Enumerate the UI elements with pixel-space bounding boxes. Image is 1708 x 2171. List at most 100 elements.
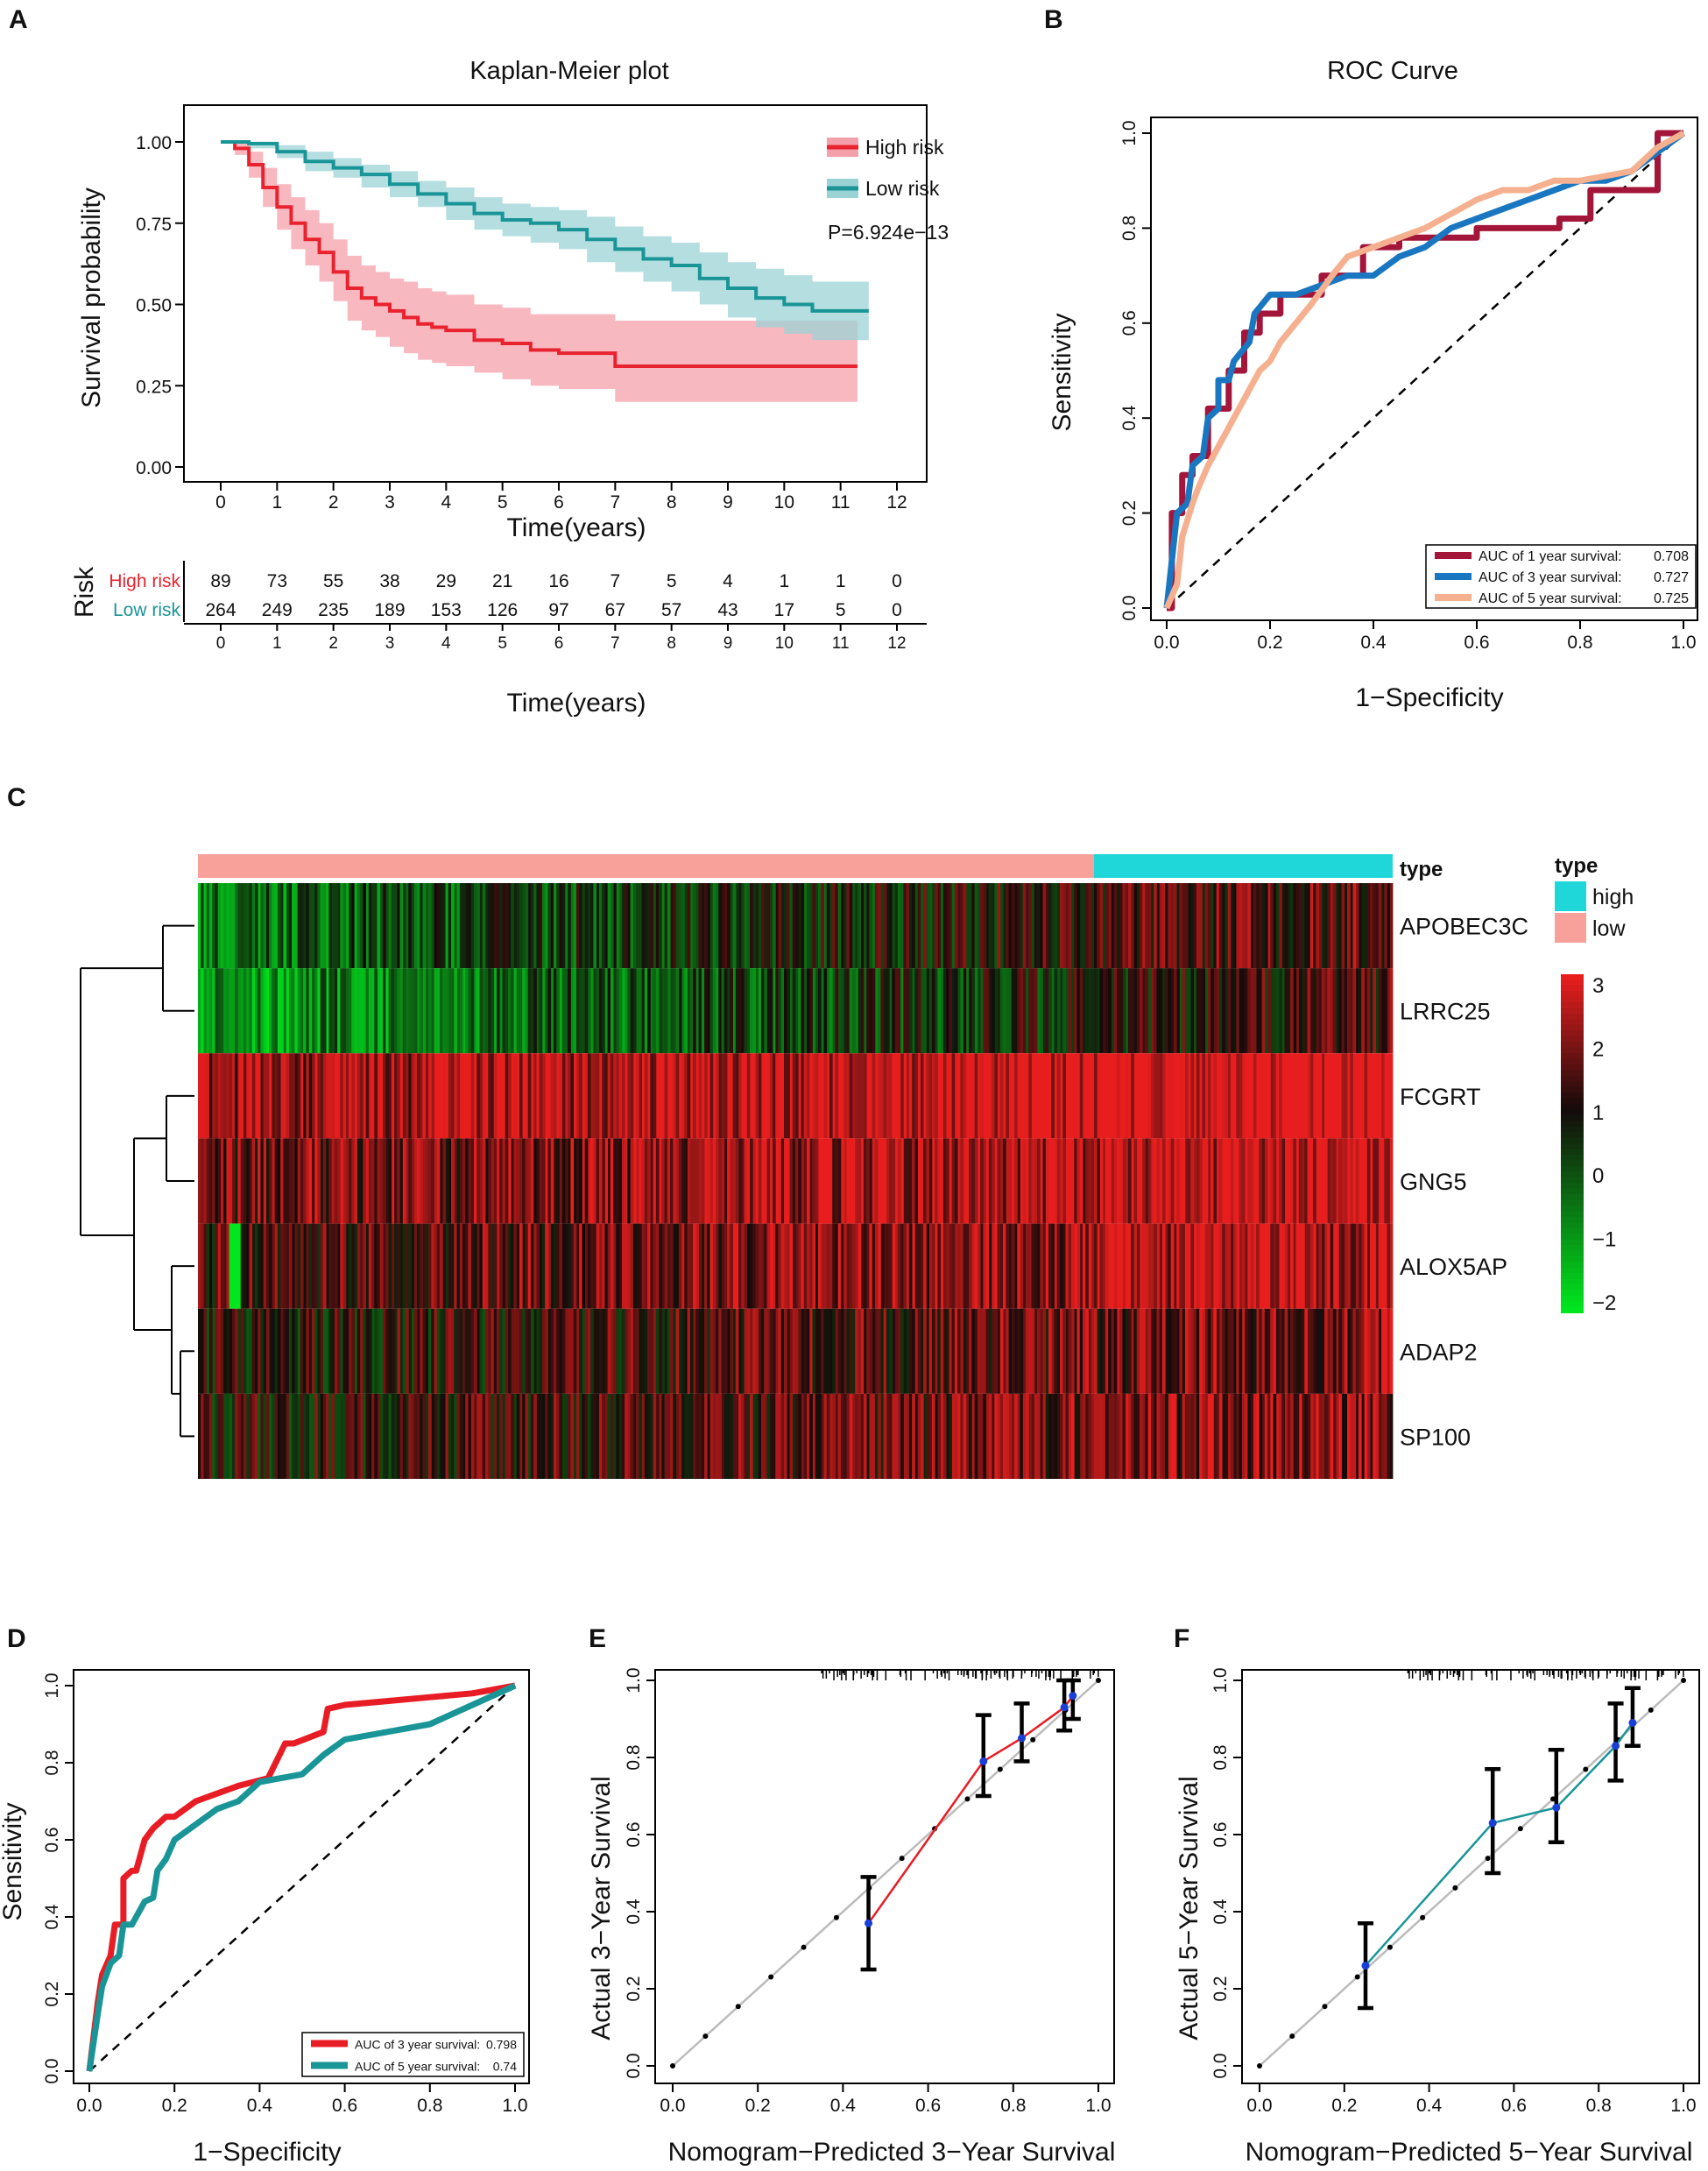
risk-count: 38 xyxy=(379,571,399,591)
heatmap-cells-row-sp100 xyxy=(1241,1393,1246,1479)
color-scale-segment xyxy=(1561,1205,1584,1213)
heatmap-cells-row-gng5 xyxy=(678,1138,682,1224)
heatmap-cells-row-lrrc25 xyxy=(985,968,990,1054)
heatmap-cells-row-lrrc25 xyxy=(1373,968,1376,1054)
heatmap-cells-row-sp100 xyxy=(653,1393,657,1479)
cal3-y-tick-label: 0.0 xyxy=(624,2053,644,2078)
heatmap-cells-row-lrrc25 xyxy=(280,968,284,1054)
color-scale-segment xyxy=(1561,1188,1584,1195)
heatmap-cells-row-gng5 xyxy=(716,1138,719,1224)
heatmap-cells-row-apobec3c xyxy=(960,883,964,969)
heatmap-cells-row-fcgrt xyxy=(803,1053,808,1139)
heatmap-cells-row-gng5 xyxy=(664,1138,668,1224)
heatmap-cells-row-sp100 xyxy=(198,1393,201,1479)
heatmap-cells-row-gng5 xyxy=(1366,1138,1371,1224)
heatmap-cells-row-sp100 xyxy=(288,1393,293,1479)
heatmap-cells-row-adap2 xyxy=(1222,1308,1225,1394)
heatmap-cells-row-fcgrt xyxy=(579,1053,582,1139)
heatmap-cells-row-sp100 xyxy=(436,1393,441,1479)
heatmap-cells-row-apobec3c xyxy=(1316,883,1319,969)
heatmap-cells-row-lrrc25 xyxy=(1344,968,1348,1054)
heatmap-cells-row-lrrc25 xyxy=(354,968,358,1054)
color-scale-segment xyxy=(1561,1199,1584,1206)
heatmap-gene-label: SP100 xyxy=(1400,1424,1471,1450)
heatmap-cells-row-apobec3c xyxy=(377,883,381,969)
heatmap-cells-row-lrrc25 xyxy=(1361,968,1365,1054)
cal3-plot-frame xyxy=(654,1669,1115,2084)
heatmap-cells-row-lrrc25 xyxy=(385,968,389,1054)
risk-x-tick-label: 3 xyxy=(385,634,395,653)
heatmap-cells-row-lrrc25 xyxy=(246,968,577,1054)
heatmap-cells-row-adap2 xyxy=(655,1308,660,1394)
heatmap-cells-row-gng5 xyxy=(1045,1138,1049,1224)
heatmap-cells-row-gng5 xyxy=(584,1138,589,1224)
heatmap-cells-row-sp100 xyxy=(1295,1393,1300,1479)
heatmap-cells-row-sp100 xyxy=(1304,1393,1308,1479)
km-curve-high-risk xyxy=(221,140,858,368)
heatmap-cells-row-fcgrt xyxy=(456,1053,461,1139)
heatmap-cells-row-adap2 xyxy=(1037,1308,1041,1394)
heatmap-cells-row-apobec3c xyxy=(1097,883,1100,969)
heatmap-cells-row-fcgrt xyxy=(1094,1053,1097,1139)
cal5-ref-dot xyxy=(1452,1885,1458,1891)
heatmap-gene-label: GNG5 xyxy=(1400,1169,1467,1195)
heatmap-cells-row-adap2 xyxy=(288,1308,293,1394)
heatmap-cells-row-adap2 xyxy=(1293,1308,1296,1394)
heatmap-cells-row-lrrc25 xyxy=(371,968,375,1054)
heatmap-cells-row-apobec3c xyxy=(459,883,463,969)
heatmap-cells-row-alox5ap xyxy=(420,1223,423,1309)
risk-count: 55 xyxy=(323,571,343,591)
heatmap-cells-row-apobec3c xyxy=(1332,883,1337,969)
heatmap-cells-row-adap2 xyxy=(522,1308,526,1394)
heatmap-cells-row-gng5 xyxy=(960,1138,1126,1224)
km-x-tick-label: 4 xyxy=(441,492,451,513)
heatmap-cells-row-apobec3c xyxy=(963,883,967,969)
roc-d-curve-0 xyxy=(86,1682,516,2072)
heatmap-cells-row-lrrc25 xyxy=(1350,968,1353,1054)
risk-count: 153 xyxy=(431,600,462,620)
heatmap-cells-row-gng5 xyxy=(550,1138,942,1224)
heatmap-cells-row-alox5ap xyxy=(874,1223,879,1309)
heatmap-cells-row-apobec3c xyxy=(607,883,611,969)
heatmap-cells-row-gng5 xyxy=(436,1138,441,1224)
risk-count: 4 xyxy=(723,571,733,591)
heatmap-cells-row-adap2 xyxy=(969,1308,972,1394)
heatmap-cells-row-sp100 xyxy=(454,1393,457,1479)
heatmap-cells-row-lrrc25 xyxy=(840,968,844,1054)
heatmap-cells-row-adap2 xyxy=(681,1308,685,1394)
heatmap-legend-title: type xyxy=(1555,854,1598,878)
heatmap-cells-row-sp100 xyxy=(385,1393,389,1479)
heatmap-cells-row-sp100 xyxy=(1122,1393,1126,1479)
heatmap-cells-row-sp100 xyxy=(448,1393,452,1479)
heatmap-cells-row-lrrc25 xyxy=(1083,968,1086,1054)
heatmap-cells-row-adap2 xyxy=(363,1308,367,1394)
heatmap-cells-row-alox5ap xyxy=(541,1223,546,1309)
panel-label-c: C xyxy=(7,783,26,812)
heatmap-cells-row-sp100 xyxy=(1281,1393,1285,1479)
heatmap-cells-row-adap2 xyxy=(1261,1308,1266,1394)
heatmap-cells-row-lrrc25 xyxy=(900,968,904,1054)
heatmap-type-label: type xyxy=(1400,858,1443,881)
km-x-tick-label: 6 xyxy=(554,492,564,513)
heatmap-cells-row-alox5ap xyxy=(229,1223,242,1309)
cal5-point xyxy=(1612,1742,1620,1750)
heatmap-cells-row-gng5 xyxy=(866,1138,870,1224)
risk-count: 17 xyxy=(774,600,794,620)
color-scale-segment xyxy=(1561,1058,1584,1065)
heatmap-cells-row-apobec3c xyxy=(476,883,480,969)
heatmap-cells-row-lrrc25 xyxy=(778,968,782,1054)
heatmap-cells-row-sp100 xyxy=(1230,1393,1234,1479)
heatmap-cells-row-adap2 xyxy=(1113,1308,1118,1394)
roc-b-legend-auc: 0.727 xyxy=(1654,570,1689,585)
heatmap-cells-row-gng5 xyxy=(1375,1138,1380,1224)
heatmap-cells-row-adap2 xyxy=(379,1308,384,1394)
heatmap-cells-row-adap2 xyxy=(499,1308,503,1394)
risk-count: 0 xyxy=(892,600,902,620)
color-scale-segment xyxy=(1561,1160,1584,1167)
heatmap-cells-row-sp100 xyxy=(1188,1393,1191,1479)
heatmap-cells-row-lrrc25 xyxy=(1196,968,1200,1054)
heatmap-cells-row-sp100 xyxy=(766,1393,771,1479)
heatmap-cells-row-gng5 xyxy=(684,1138,688,1224)
cal5-x-tick-label: 0.4 xyxy=(1416,2096,1443,2116)
heatmap-cells-row-apobec3c xyxy=(1076,883,1081,969)
